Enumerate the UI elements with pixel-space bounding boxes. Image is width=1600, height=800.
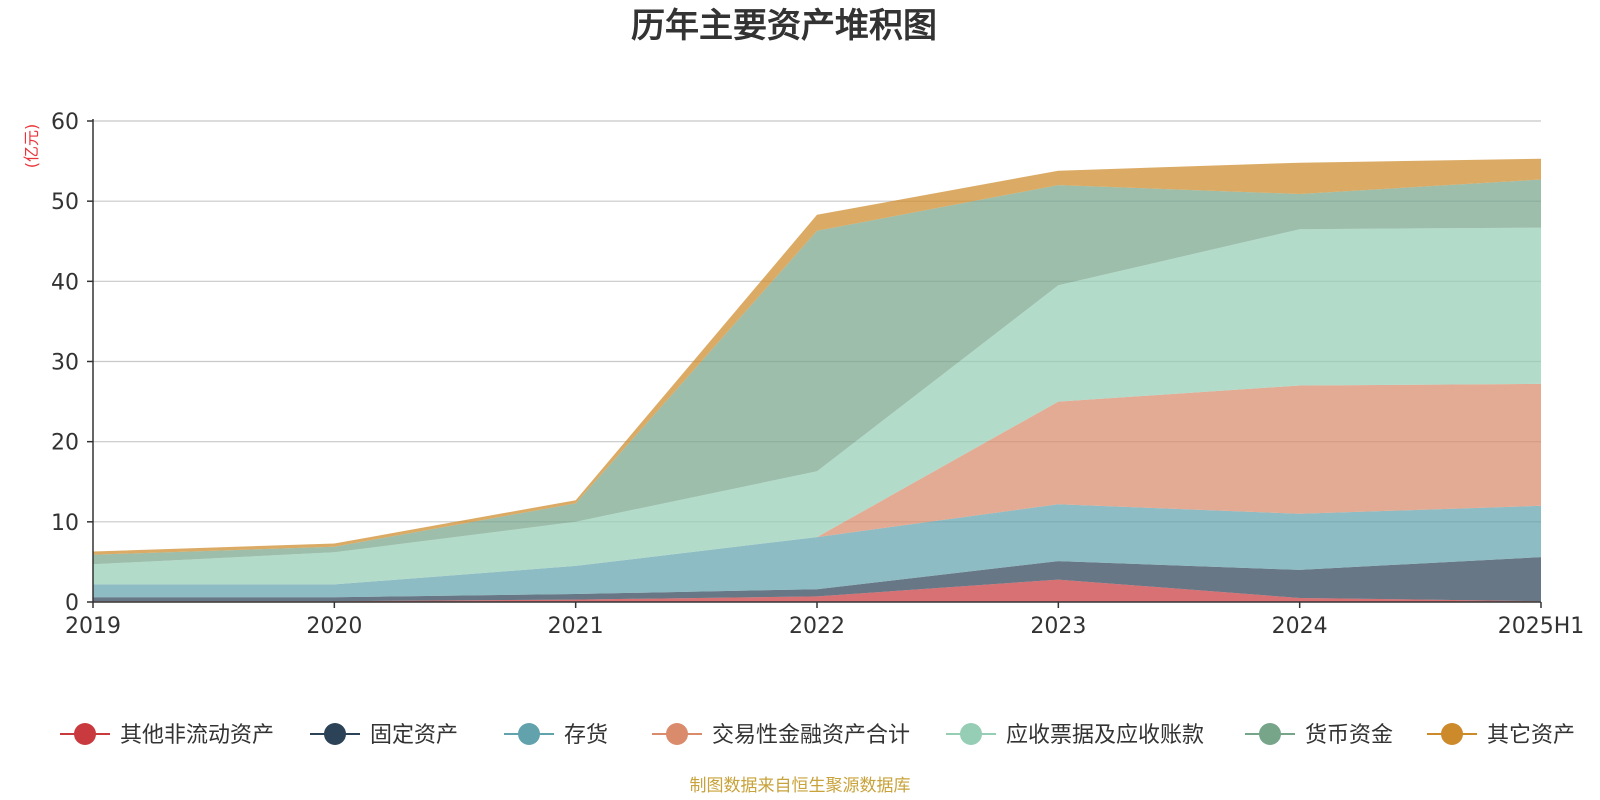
x-tick-label: 2021 [548, 614, 604, 639]
legend-marker [1259, 723, 1281, 745]
legend-label: 交易性金融资产合计 [712, 723, 910, 748]
legend-marker [666, 723, 688, 745]
legend-item[interactable]: 其它资产 [1427, 723, 1575, 748]
y-tick-label: 20 [51, 431, 79, 456]
area-series-5 [93, 179, 1541, 565]
legend-label: 固定资产 [370, 723, 458, 748]
y-tick-label: 10 [51, 511, 79, 536]
y-axis-unit-label: (亿元) [22, 124, 41, 169]
y-tick-label: 50 [51, 190, 79, 215]
legend-item[interactable]: 存货 [504, 723, 608, 748]
y-tick-label: 60 [51, 110, 79, 135]
x-tick-label: 2023 [1030, 614, 1086, 639]
area-series-3 [93, 383, 1541, 585]
legend-label: 其他非流动资产 [120, 723, 274, 748]
legend-item[interactable]: 固定资产 [310, 723, 458, 748]
area-series-0 [93, 579, 1541, 602]
x-tick-label: 2020 [306, 614, 362, 639]
area-series-1 [93, 557, 1541, 602]
area-layers [93, 158, 1541, 602]
y-tick-label: 0 [65, 591, 79, 616]
legend-marker [324, 723, 346, 745]
legend-marker [960, 723, 982, 745]
source-note: 制图数据来自恒生聚源数据库 [690, 776, 911, 796]
x-tick-label: 2025H1 [1498, 614, 1585, 639]
legend-marker [1441, 723, 1463, 745]
chart-title: 历年主要资产堆积图 [631, 6, 937, 46]
legend-label: 存货 [564, 723, 608, 748]
legend: 其他非流动资产 固定资产 存货 交易性金融资产合计 应收票据及应收账款 货币资金 其它资产 [60, 723, 1575, 748]
x-tick-label: 2022 [789, 614, 845, 639]
legend-label: 其它资产 [1487, 723, 1575, 748]
legend-marker [74, 723, 96, 745]
legend-item[interactable]: 货币资金 [1245, 723, 1393, 748]
legend-label: 应收票据及应收账款 [1006, 723, 1204, 748]
legend-label: 货币资金 [1305, 723, 1393, 748]
y-tick-label: 30 [51, 351, 79, 376]
legend-item[interactable]: 交易性金融资产合计 [652, 723, 910, 748]
y-tick-label: 40 [51, 270, 79, 295]
area-series-4 [93, 227, 1541, 585]
legend-marker [518, 723, 540, 745]
legend-item[interactable]: 其他非流动资产 [60, 723, 274, 748]
x-tick-label: 2024 [1272, 614, 1328, 639]
x-tick-label: 2019 [65, 614, 121, 639]
axes: 0 10 20 30 40 50 60 2019 2020 2021 2022 2023 2024 202… [51, 110, 1584, 639]
area-series-2 [93, 504, 1541, 598]
legend-item[interactable]: 应收票据及应收账款 [946, 723, 1204, 748]
